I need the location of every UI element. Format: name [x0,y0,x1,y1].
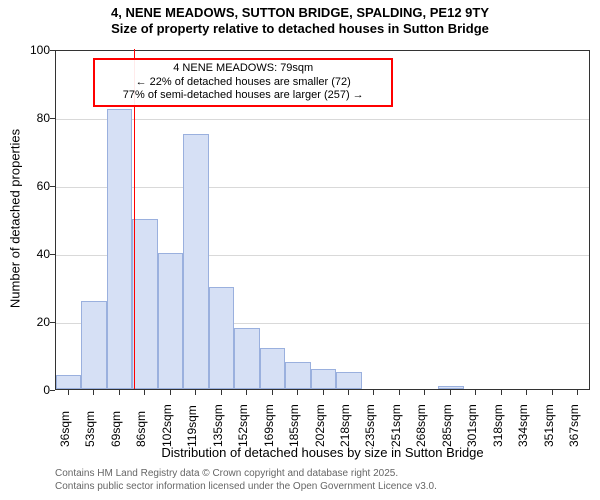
y-tick-label: 20 [20,315,50,329]
x-tick-mark [501,390,502,395]
chart-container: 4, NENE MEADOWS, SUTTON BRIDGE, SPALDING… [0,5,600,500]
x-axis-label: Distribution of detached houses by size … [55,445,590,460]
y-tick-label: 40 [20,247,50,261]
x-tick-mark [399,390,400,395]
plot-area: 4 NENE MEADOWS: 79sqm← 22% of detached h… [55,50,590,390]
y-tick-mark [50,322,55,323]
x-tick-mark [552,390,553,395]
x-tick-mark [93,390,94,395]
y-axis-label: Number of detached properties [8,49,23,389]
histogram-bar [260,348,285,389]
x-tick-mark [195,390,196,395]
y-tick-mark [50,118,55,119]
histogram-bar [311,369,336,389]
x-tick-mark [272,390,273,395]
x-tick-mark [450,390,451,395]
x-tick-mark [577,390,578,395]
histogram-bar [183,134,208,389]
x-tick-mark [373,390,374,395]
histogram-bar [438,386,463,389]
histogram-bar [107,109,132,390]
histogram-bar [209,287,234,389]
y-tick-mark [50,186,55,187]
x-tick-mark [475,390,476,395]
footnote-line-1: Contains HM Land Registry data © Crown c… [55,468,437,481]
gridline [56,119,589,120]
y-tick-mark [50,254,55,255]
x-tick-mark [68,390,69,395]
histogram-bar [336,372,361,389]
title-line-1: 4, NENE MEADOWS, SUTTON BRIDGE, SPALDING… [0,5,600,21]
x-tick-mark [323,390,324,395]
annotation-line: 77% of semi-detached houses are larger (… [99,89,387,103]
histogram-bar [132,219,157,389]
y-tick-label: 80 [20,111,50,125]
y-tick-label: 100 [20,43,50,57]
x-tick-mark [348,390,349,395]
annotation-box: 4 NENE MEADOWS: 79sqm← 22% of detached h… [93,58,393,107]
x-tick-mark [144,390,145,395]
x-tick-mark [221,390,222,395]
histogram-bar [285,362,310,389]
histogram-bar [158,253,183,389]
annotation-line: ← 22% of detached houses are smaller (72… [99,76,387,90]
annotation-line: 4 NENE MEADOWS: 79sqm [99,62,387,76]
histogram-bar [234,328,259,389]
footnote: Contains HM Land Registry data © Crown c… [55,468,437,493]
x-tick-mark [424,390,425,395]
title-line-2: Size of property relative to detached ho… [0,21,600,37]
x-tick-mark [170,390,171,395]
histogram-bar [56,375,81,389]
x-tick-mark [297,390,298,395]
x-tick-mark [119,390,120,395]
y-tick-label: 0 [20,383,50,397]
footnote-line-2: Contains public sector information licen… [55,481,437,494]
x-tick-mark [526,390,527,395]
y-tick-mark [50,50,55,51]
histogram-bar [81,301,106,389]
y-tick-mark [50,390,55,391]
gridline [56,187,589,188]
x-tick-mark [246,390,247,395]
y-tick-label: 60 [20,179,50,193]
